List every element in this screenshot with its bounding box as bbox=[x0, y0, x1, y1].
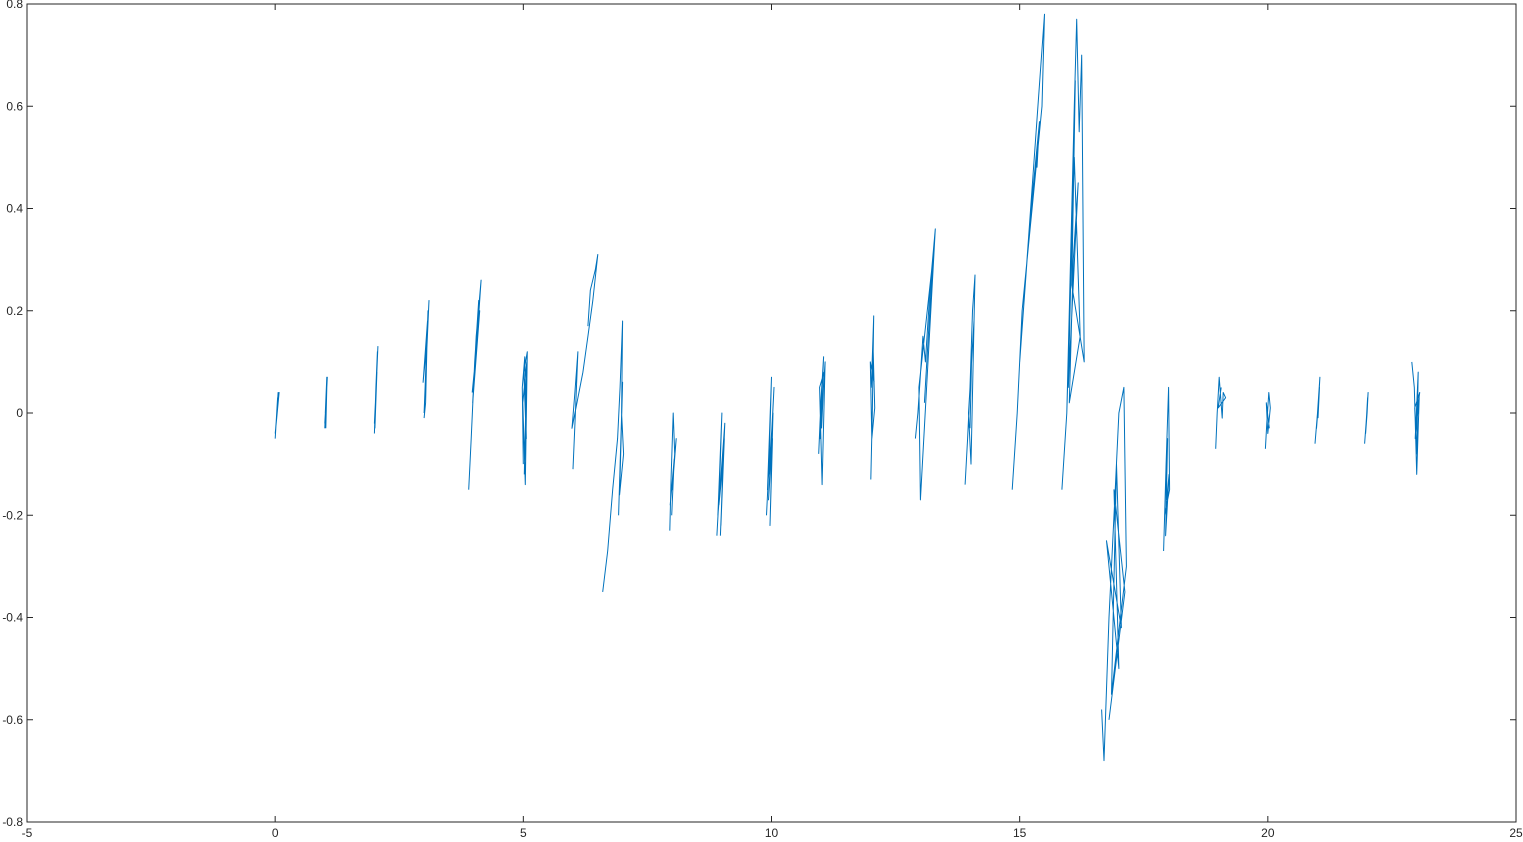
series-line-segment bbox=[1364, 392, 1369, 444]
series-line-segment bbox=[324, 376, 328, 429]
y-tick-label: -0.6 bbox=[2, 713, 23, 727]
series-line-segment bbox=[1163, 386, 1171, 552]
x-tick-label: 15 bbox=[1013, 826, 1027, 840]
x-tick-label: -5 bbox=[22, 826, 33, 840]
series-line-segment bbox=[914, 228, 936, 501]
y-tick-label: 0.6 bbox=[6, 99, 23, 113]
y-tick-label: -0.2 bbox=[2, 508, 23, 522]
x-tick-label: 0 bbox=[272, 826, 279, 840]
y-tick-label: 0.2 bbox=[6, 304, 23, 318]
series-line-segment bbox=[1411, 361, 1421, 475]
series-line-segment bbox=[869, 315, 876, 480]
series-line-segment bbox=[1101, 386, 1127, 762]
plot-area bbox=[274, 13, 1421, 762]
series-line-segment bbox=[274, 392, 280, 439]
x-tick-label: 20 bbox=[1261, 826, 1275, 840]
y-tick-label: 0 bbox=[16, 406, 23, 420]
series-line-segment bbox=[1264, 392, 1271, 449]
x-tick-label: 25 bbox=[1509, 826, 1523, 840]
series-line-segment bbox=[1314, 376, 1321, 444]
x-tick-label: 5 bbox=[520, 826, 527, 840]
y-tick-label: -0.8 bbox=[2, 815, 23, 829]
x-tick-label: 10 bbox=[765, 826, 779, 840]
series-line-segment bbox=[1215, 376, 1227, 449]
series-line-segment bbox=[716, 412, 726, 536]
y-tick-label: 0.4 bbox=[6, 202, 23, 216]
axes-box bbox=[26, 3, 1517, 823]
series-line-segment bbox=[766, 376, 775, 526]
series-line-segment bbox=[1011, 13, 1045, 490]
series-line-segment bbox=[1061, 18, 1085, 490]
series-line-segment bbox=[373, 346, 379, 434]
series-line-segment bbox=[669, 412, 677, 531]
series-line-segment bbox=[521, 351, 528, 486]
series-line-segment bbox=[964, 274, 976, 485]
series-line-segment bbox=[602, 320, 625, 592]
series-line-segment bbox=[818, 356, 826, 486]
series-line-segment bbox=[422, 300, 430, 419]
series-line-segment bbox=[571, 254, 599, 470]
y-tick-label: 0.8 bbox=[6, 0, 23, 11]
series-line-segment bbox=[468, 279, 482, 490]
y-tick-label: -0.4 bbox=[2, 611, 23, 625]
